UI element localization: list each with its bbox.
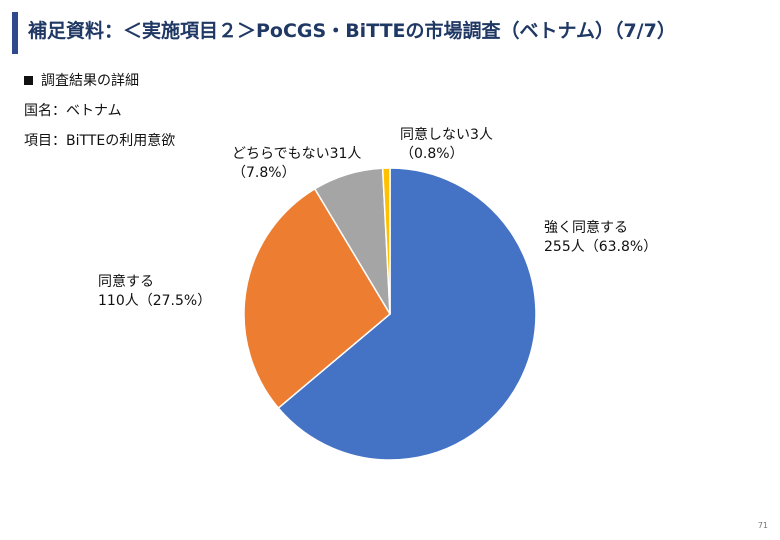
slice-label-neutral: どちらでもない31人 bbox=[232, 146, 361, 162]
country-line: 国名：ベトナム bbox=[24, 103, 122, 119]
item-line: 項目：BiTTEの利用意欲 bbox=[24, 133, 176, 149]
slice-label-disagree: 同意しない3人 bbox=[400, 126, 493, 143]
page-number: 71 bbox=[757, 521, 768, 530]
slice-value-neutral: （7.8%） bbox=[232, 165, 296, 181]
title-accent-bar bbox=[12, 12, 18, 54]
slice-value-disagree: （0.8%） bbox=[400, 146, 464, 162]
pie-slice-agree bbox=[243, 187, 391, 410]
pie-slice-disagree bbox=[381, 167, 391, 315]
square-bullet-icon bbox=[24, 75, 33, 85]
slice-value-agree: 110人（27.5%） bbox=[98, 293, 211, 309]
page-title: 補足資料：＜実施項目２＞PoCGS・BiTTEの市場調査（ベトナム）（7/7） bbox=[28, 20, 676, 42]
section-heading: 調査結果の詳細 bbox=[41, 73, 139, 89]
slice-label-strongly-agree: 強く同意する bbox=[544, 219, 628, 236]
slice-value-strongly-agree: 255人（63.8%） bbox=[544, 239, 657, 255]
section-bullet: 調査結果の詳細 bbox=[24, 70, 139, 90]
pie-slice-strongly-agree bbox=[277, 167, 537, 461]
slice-label-agree: 同意する bbox=[98, 273, 154, 290]
